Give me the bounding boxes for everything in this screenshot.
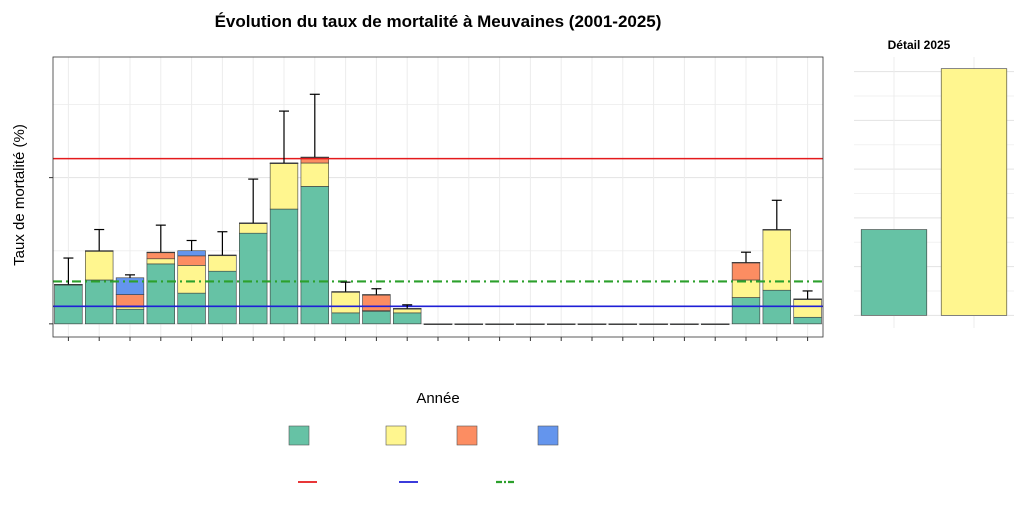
bar-segment <box>269 162 299 164</box>
bar-segment <box>239 232 268 325</box>
bar-segment <box>454 323 483 325</box>
bar-segment <box>208 270 237 325</box>
bar-segment <box>331 291 360 293</box>
error-bar <box>771 199 782 230</box>
bar-segment <box>239 222 268 234</box>
x-axis-label: Année <box>416 390 459 407</box>
bar-segment <box>54 284 83 286</box>
y-axis-label: Taux de mortalité (%) <box>11 124 28 266</box>
bar-segment <box>762 229 791 231</box>
error-bar <box>248 178 259 223</box>
bar-segment <box>393 312 422 325</box>
error-bar <box>402 304 413 309</box>
bar-segment <box>146 258 175 265</box>
bar-segment <box>701 323 730 325</box>
bar-segment <box>608 323 637 325</box>
chart-title: Évolution du taux de mortalité à Meuvain… <box>215 12 662 31</box>
bar-segment <box>670 323 699 325</box>
bar-segment <box>85 250 114 281</box>
bar-segment <box>331 291 360 314</box>
bar-segment <box>269 162 299 210</box>
bar-segment <box>146 251 175 254</box>
error-bar <box>741 251 751 263</box>
error-bar <box>217 231 228 256</box>
bar-segment <box>793 316 822 325</box>
bar-segment <box>423 323 453 325</box>
legend-item <box>456 425 478 446</box>
bar-segment <box>516 323 545 325</box>
bar-segment <box>762 229 791 291</box>
bar-segment <box>731 279 761 298</box>
bar-segment <box>362 294 391 311</box>
bar-segment <box>639 323 668 325</box>
bar-segment <box>362 310 391 325</box>
bar-segment <box>300 162 329 187</box>
bar-segment <box>177 265 206 294</box>
bar-segment <box>793 298 822 318</box>
bar-segment <box>793 298 822 300</box>
bar-segment <box>85 250 114 252</box>
bar-segment <box>208 254 237 272</box>
error-bar <box>63 257 74 285</box>
error-bar <box>371 288 382 295</box>
legend-swatch <box>456 425 478 446</box>
detail-title: Détail 2025 <box>888 38 951 52</box>
legend <box>288 425 559 484</box>
legend-swatch <box>537 425 559 446</box>
bar-segment <box>731 297 761 325</box>
bar-segment <box>177 292 206 325</box>
main-plot <box>49 56 824 341</box>
bar-segment <box>115 277 145 295</box>
error-bar <box>125 274 135 278</box>
error-bar <box>802 290 813 299</box>
detail-plot <box>854 57 1014 328</box>
bar-segment <box>177 255 206 266</box>
error-bar <box>186 239 197 251</box>
bar-segment <box>115 308 145 325</box>
legend-item <box>385 425 407 446</box>
bar-segment <box>331 312 360 325</box>
bar-segment <box>731 262 761 281</box>
bar-segment <box>547 323 576 325</box>
bar-segment <box>362 294 391 296</box>
bar-segment <box>731 262 761 264</box>
bar-segment <box>239 222 268 224</box>
bar-segment <box>269 208 299 325</box>
legend-swatch <box>288 425 310 446</box>
bar-segment <box>177 250 206 257</box>
detail-bar <box>940 68 1008 316</box>
legend-item <box>288 425 310 446</box>
bar-segment <box>300 156 329 159</box>
bar-segment <box>393 308 422 310</box>
bar-segment <box>115 306 145 310</box>
legend-swatch <box>385 425 407 446</box>
bar-segment <box>208 254 237 257</box>
bar-segment <box>146 251 175 260</box>
bar-segment <box>300 186 329 325</box>
bar-segment <box>54 284 83 325</box>
detail-bar <box>860 229 928 316</box>
error-bar <box>94 228 105 251</box>
bar-segment <box>115 294 145 308</box>
bar-segment <box>485 323 514 325</box>
error-bar <box>279 110 289 164</box>
error-bar <box>309 93 320 158</box>
error-bar <box>155 224 166 253</box>
error-bar <box>340 281 351 292</box>
bar-segment <box>577 323 607 325</box>
bar-segment <box>85 279 114 325</box>
legend-item <box>537 425 559 446</box>
bar-segment <box>146 263 175 325</box>
